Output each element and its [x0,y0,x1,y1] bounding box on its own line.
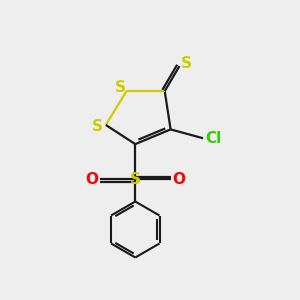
Text: S: S [92,119,103,134]
Text: O: O [172,172,185,187]
Text: S: S [180,56,191,71]
Text: S: S [115,80,125,95]
Text: S: S [130,172,141,187]
Text: O: O [85,172,98,187]
Text: Cl: Cl [205,131,221,146]
